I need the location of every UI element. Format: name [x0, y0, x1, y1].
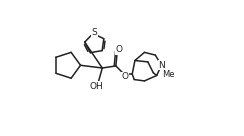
- Text: O: O: [115, 45, 122, 54]
- Text: OH: OH: [90, 82, 104, 91]
- Text: Me: Me: [162, 70, 174, 79]
- Text: N: N: [158, 61, 165, 70]
- Text: S: S: [92, 28, 98, 37]
- Text: O: O: [122, 72, 129, 81]
